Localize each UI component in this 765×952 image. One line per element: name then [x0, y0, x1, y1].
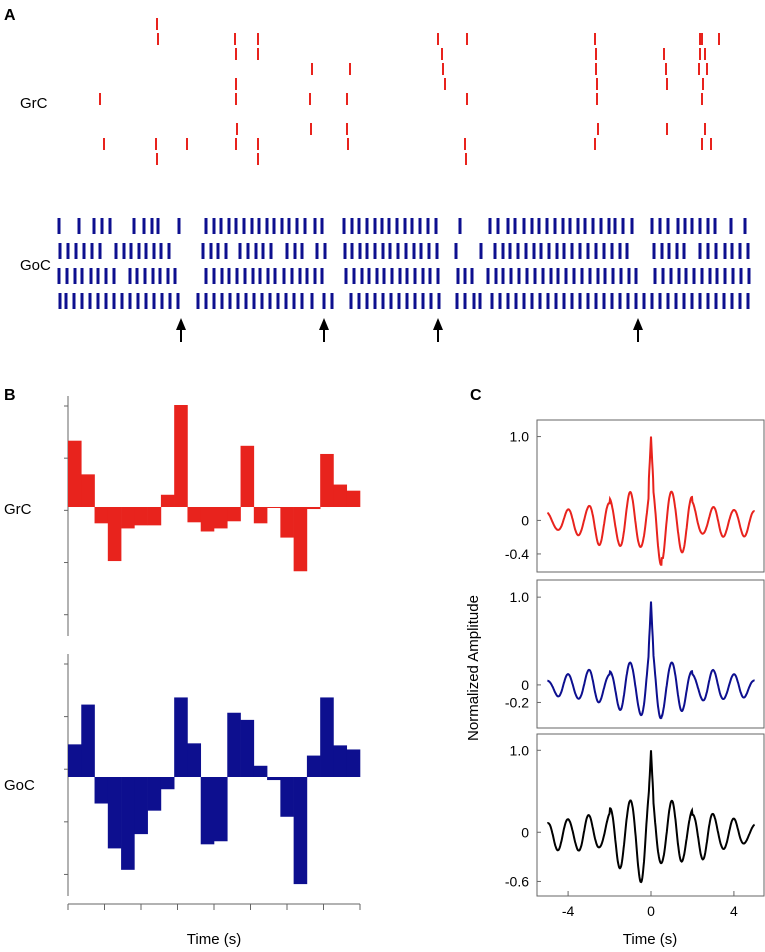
y-tick-label: -0.2 — [505, 694, 529, 710]
y-tick-label: 0 — [521, 824, 529, 840]
grc-bar — [160, 494, 175, 507]
grc-bar — [107, 507, 122, 562]
goc-bar — [68, 744, 82, 777]
goc-bar — [134, 777, 148, 835]
grc-bar — [200, 507, 215, 532]
goc-bar-label: GoC — [4, 777, 35, 794]
grc-bar — [333, 484, 348, 507]
y-tick-label: 1.0 — [510, 742, 530, 758]
goc-bar — [346, 749, 361, 777]
arrow-head — [433, 318, 443, 330]
grc-bar — [240, 445, 255, 507]
goc-bar — [280, 777, 294, 817]
goc-bar — [160, 777, 175, 790]
y-tick-label: 1.0 — [510, 429, 530, 445]
curve-1 — [547, 601, 755, 720]
y-tick-label: 0 — [521, 512, 529, 528]
grc-bar-label: GrC — [4, 501, 32, 518]
grc-bar — [267, 507, 281, 508]
plot-frame — [536, 419, 765, 573]
y-tick-label: -0.6 — [505, 873, 529, 889]
grc-bar — [306, 507, 321, 510]
grc-bar — [121, 507, 135, 529]
arrow-head — [319, 318, 329, 330]
goc-bar — [121, 777, 135, 870]
grc-raster — [99, 18, 720, 165]
grc-bar — [280, 507, 294, 538]
goc-bar — [253, 765, 268, 777]
x-tick-label: 0 — [647, 903, 655, 919]
plot-frame — [536, 579, 765, 729]
goc-bar — [306, 755, 321, 777]
grc-bar — [174, 405, 188, 507]
y-tick-label: 1.0 — [510, 589, 530, 605]
goc-bar — [333, 745, 348, 777]
grc-bar — [81, 474, 95, 507]
y-tick-label: 0 — [521, 677, 529, 693]
arrows — [176, 318, 643, 342]
goc-raster-label: GoC — [20, 257, 51, 274]
goc-bar — [107, 777, 122, 849]
goc-bar — [267, 777, 281, 781]
goc-bar — [240, 719, 255, 777]
x-tick-label: 4 — [730, 903, 738, 919]
goc-bar — [94, 777, 109, 804]
goc-bar — [293, 777, 308, 885]
grc-bar — [346, 490, 361, 507]
grc-bar — [253, 507, 268, 524]
goc-bar — [187, 743, 202, 777]
grc-raster-label: GrC — [20, 95, 48, 112]
goc-bar — [200, 777, 215, 845]
grc-bar — [147, 507, 162, 526]
goc-raster — [57, 218, 751, 309]
grc-bar — [94, 507, 109, 524]
curve-0 — [546, 436, 756, 566]
panel-label-b: B — [4, 387, 16, 404]
goc-bar — [147, 777, 162, 811]
grc-bar — [320, 453, 334, 507]
arrow-head — [633, 318, 643, 330]
panel-c-xlabel: Time (s) — [623, 931, 677, 948]
grc-bar — [214, 507, 228, 529]
arrow-head — [176, 318, 186, 330]
y-tick-label: -0.4 — [505, 546, 529, 562]
x-tick-label: -4 — [562, 903, 575, 919]
curve-2 — [546, 750, 756, 884]
goc-bar — [81, 704, 95, 777]
grc-bar — [227, 507, 241, 522]
grc-bar — [187, 507, 202, 523]
panel-label-a: A — [4, 7, 16, 24]
panel-c-ylabel: Normalized Amplitude — [465, 595, 482, 741]
goc-bar — [320, 697, 334, 777]
goc-bar-chart — [64, 654, 361, 910]
goc-bar — [214, 777, 228, 842]
panel-label-c: C — [470, 387, 482, 404]
grc-bar — [68, 440, 82, 507]
correlation-plots: 1.00-0.41.00-0.21.00-0.6-4 0 4 — [505, 419, 765, 919]
goc-bar — [227, 712, 241, 777]
grc-bar — [134, 507, 148, 526]
goc-bar — [174, 697, 188, 777]
grc-bar — [293, 507, 308, 572]
grc-bar-chart — [64, 396, 361, 636]
panel-b-xlabel: Time (s) — [187, 931, 241, 948]
